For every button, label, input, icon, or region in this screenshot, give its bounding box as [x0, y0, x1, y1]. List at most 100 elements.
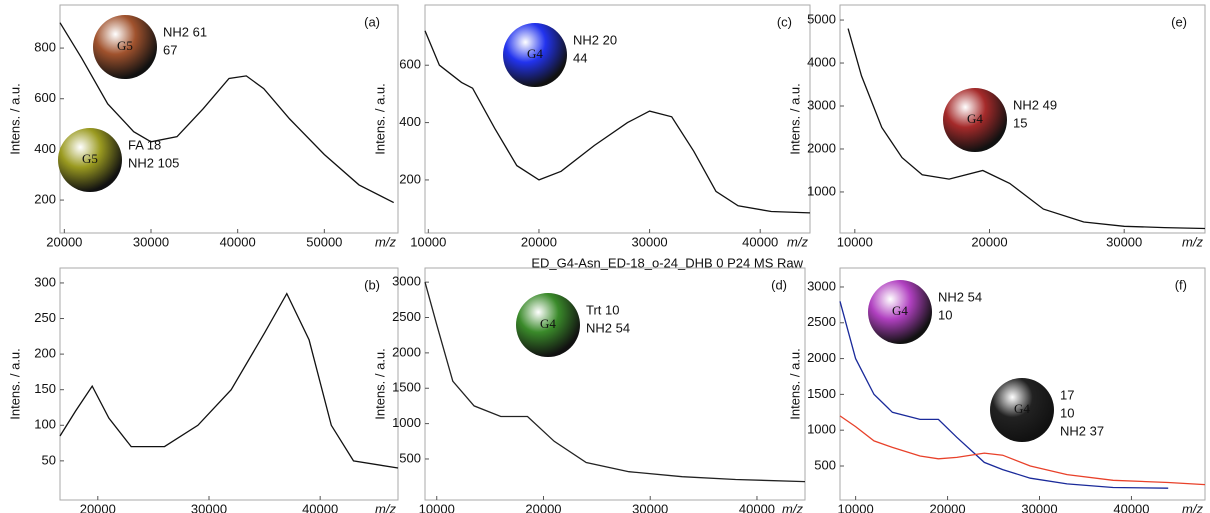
panel-label: (e) — [1171, 14, 1187, 29]
panel-label: (d) — [771, 277, 787, 292]
y-tick-label: 1500 — [807, 386, 836, 401]
y-tick-label: 600 — [399, 57, 421, 72]
x-tick-label: 20000 — [80, 501, 116, 513]
y-tick-label: 2000 — [807, 350, 836, 365]
panel-label: (c) — [777, 14, 792, 29]
dendrimer-core — [990, 378, 1054, 442]
spectrum-line — [839, 415, 1206, 486]
x-tick-label: 10000 — [410, 234, 446, 249]
x-tick-label: 40000 — [739, 501, 775, 513]
spectrum-line — [839, 301, 1169, 489]
x-tick-label: 20000 — [521, 234, 557, 249]
y-tick-label: 1000 — [392, 415, 421, 430]
spectrum-line — [59, 22, 394, 204]
y-axis-label: Intens. / a.u. — [7, 348, 22, 420]
y-tick-label: 200 — [34, 192, 56, 207]
spectrum-line — [59, 292, 399, 469]
surface-group: 10 — [938, 307, 952, 322]
y-tick-label: 3000 — [392, 274, 421, 289]
surface-group: 67 — [163, 42, 177, 57]
panel-label: (b) — [364, 277, 380, 292]
dendrimer-core — [868, 280, 932, 344]
surface-group: 44 — [573, 50, 587, 65]
y-tick-label: 400 — [399, 114, 421, 129]
y-axis-label: Intens. / a.u. — [787, 83, 802, 155]
x-tick-label: 30000 — [1106, 234, 1142, 249]
y-tick-label: 250 — [34, 310, 56, 325]
y-tick-label: 150 — [34, 381, 56, 396]
surface-group: NH2 61 — [163, 24, 207, 39]
x-tick-label: 30000 — [191, 501, 227, 513]
dendrimer-core — [503, 23, 567, 87]
y-tick-label: 500 — [399, 450, 421, 465]
x-tick-label: 50000 — [306, 234, 342, 249]
y-tick-label: 500 — [814, 457, 836, 472]
y-tick-label: 2000 — [392, 344, 421, 359]
surface-group: 15 — [1013, 115, 1027, 130]
dendrimer-core — [93, 15, 157, 79]
plot-frame — [59, 267, 399, 501]
y-tick-label: 2500 — [807, 314, 836, 329]
y-tick-label: 100 — [34, 417, 56, 432]
x-axis-label: m/z — [1182, 234, 1203, 249]
y-tick-label: 5000 — [807, 11, 836, 26]
y-tick-label: 3000 — [807, 97, 836, 112]
x-tick-label: 10000 — [837, 234, 873, 249]
x-tick-label: 20000 — [46, 234, 82, 249]
x-tick-label: 30000 — [632, 234, 668, 249]
core-label: G4 — [527, 46, 543, 61]
y-tick-label: 1500 — [392, 380, 421, 395]
x-axis-label: m/z — [1182, 501, 1203, 513]
x-tick-label: 40000 — [220, 234, 256, 249]
x-tick-label: 40000 — [302, 501, 338, 513]
y-axis-label: Intens. / a.u. — [787, 348, 802, 420]
dendrimer-core — [943, 88, 1007, 152]
x-axis-label: m/z — [782, 501, 803, 513]
plot-frame — [839, 267, 1206, 501]
y-tick-label: 400 — [34, 141, 56, 156]
x-tick-label: 10000 — [838, 501, 874, 513]
y-tick-label: 300 — [34, 274, 56, 289]
dendrimer-core — [58, 128, 122, 192]
x-tick-label: 20000 — [525, 501, 561, 513]
y-tick-label: 600 — [34, 90, 56, 105]
surface-group: FA 18 — [128, 137, 161, 152]
y-tick-label: 3000 — [807, 278, 836, 293]
y-tick-label: 1000 — [807, 183, 836, 198]
y-tick-label: 200 — [399, 171, 421, 186]
panel-label: (f) — [1175, 277, 1187, 292]
dendrimer-core — [516, 293, 580, 357]
x-axis-label: m/z — [787, 234, 808, 249]
surface-group: NH2 37 — [1060, 423, 1104, 438]
spectrum-header: ED_G4-Asn_ED-18_o-24_DHB 0 P24 MS Raw — [531, 255, 803, 270]
surface-group: Trt 10 — [586, 302, 619, 317]
y-tick-label: 50 — [42, 452, 56, 467]
plot-frame — [59, 4, 399, 234]
x-tick-label: 40000 — [742, 234, 778, 249]
surface-group: NH2 54 — [586, 320, 630, 335]
x-tick-label: 30000 — [133, 234, 169, 249]
y-axis-label: Intens. / a.u. — [372, 83, 387, 155]
y-tick-label: 1000 — [807, 422, 836, 437]
y-tick-label: 200 — [34, 346, 56, 361]
y-tick-label: 4000 — [807, 54, 836, 69]
x-axis-label: m/z — [375, 234, 396, 249]
y-axis-label: Intens. / a.u. — [7, 83, 22, 155]
core-label: G5 — [82, 151, 98, 166]
plot-frame — [424, 4, 811, 234]
spectrum-line — [847, 28, 1206, 230]
surface-group: NH2 54 — [938, 289, 982, 304]
x-axis-label: m/z — [375, 501, 396, 513]
x-tick-label: 20000 — [971, 234, 1007, 249]
x-tick-label: 30000 — [632, 501, 668, 513]
y-tick-label: 2000 — [807, 140, 836, 155]
y-tick-label: 2500 — [392, 309, 421, 324]
x-tick-label: 10000 — [419, 501, 455, 513]
surface-group: NH2 20 — [573, 32, 617, 47]
surface-group: 17 — [1060, 387, 1074, 402]
x-tick-label: 30000 — [1021, 501, 1057, 513]
x-tick-label: 40000 — [1113, 501, 1149, 513]
plot-frame — [839, 4, 1206, 234]
surface-group: 10 — [1060, 405, 1074, 420]
